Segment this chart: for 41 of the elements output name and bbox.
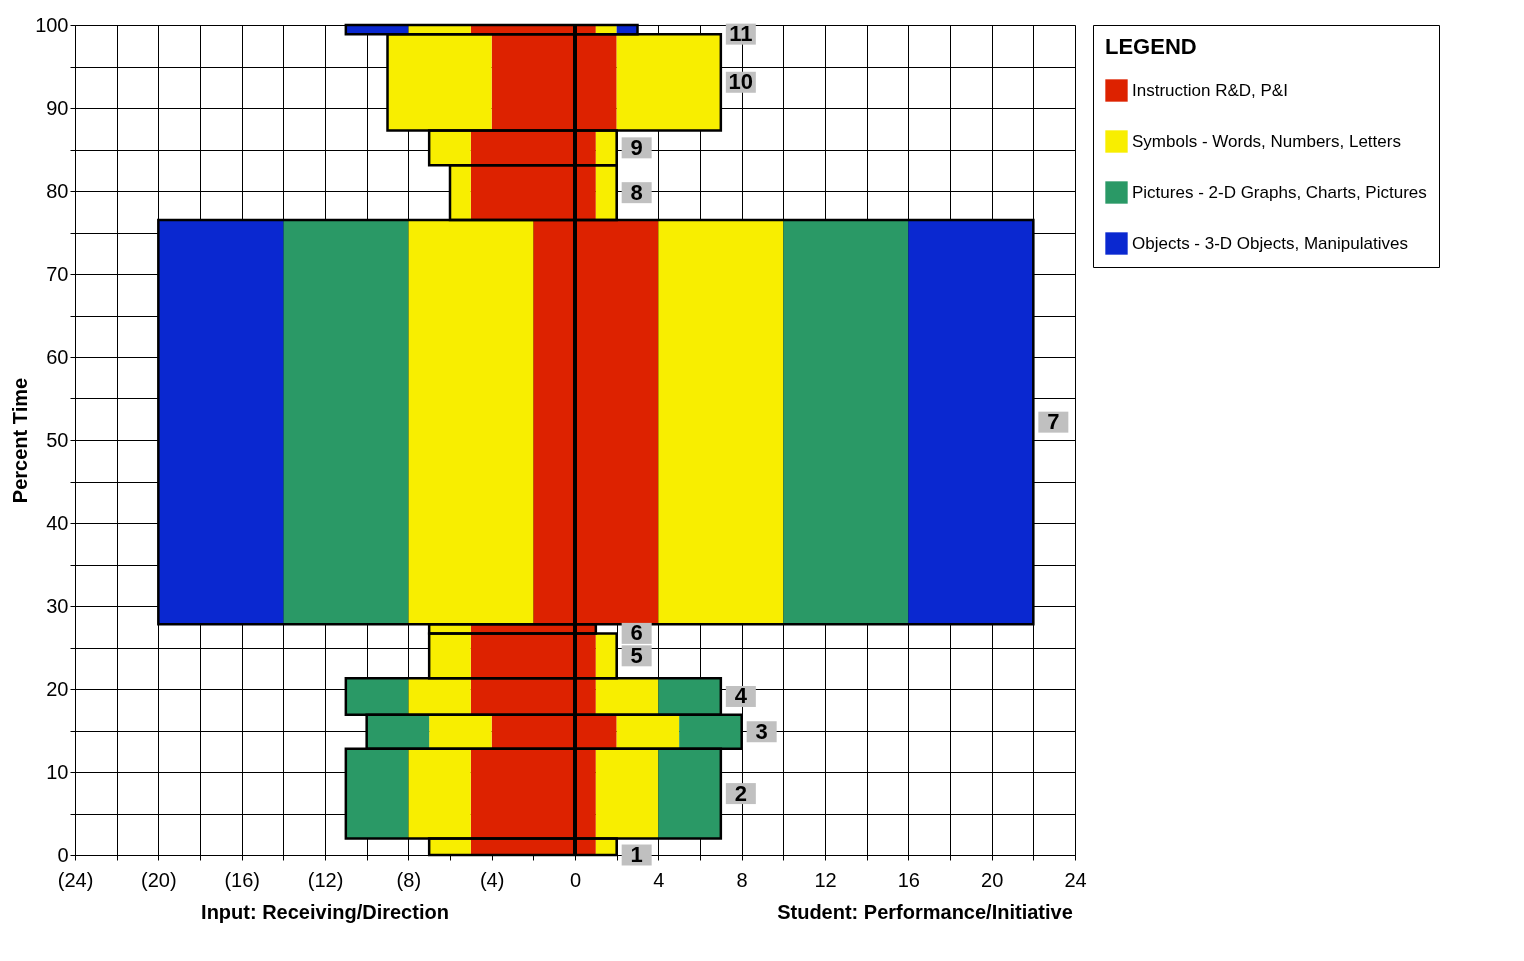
y-tick-label: 10 — [46, 760, 69, 783]
y-tick-label: 100 — [35, 13, 69, 36]
category-label: 3 — [755, 718, 768, 744]
x-tick-label: (12) — [307, 868, 344, 891]
x-tick-label: (8) — [396, 868, 422, 891]
x-tick-label: 24 — [1064, 868, 1087, 891]
x-tick-label: 20 — [981, 868, 1004, 891]
y-tick-label: 50 — [46, 428, 69, 451]
legend-title: LEGEND — [1105, 34, 1197, 59]
y-axis-title: Percent Time — [9, 377, 32, 504]
y-tick-label: 90 — [46, 96, 69, 119]
legend-label: Objects - 3-D Objects, Manipulatives — [1132, 233, 1408, 253]
y-tick-label: 60 — [46, 345, 69, 368]
x-tick-label: 8 — [736, 868, 748, 891]
legend-label: Pictures - 2-D Graphs, Charts, Pictures — [1132, 182, 1427, 202]
y-tick-label: 30 — [46, 594, 69, 617]
text: Student: Performance/Initiative — [777, 901, 1073, 923]
legend-label: Instruction R&D, P&I — [1132, 80, 1288, 100]
x-tick-label: (16) — [224, 868, 260, 891]
category-label: 2 — [734, 780, 747, 806]
category-label: 1 — [630, 842, 643, 867]
text: Input: Receiving/Direction — [201, 901, 449, 923]
y-tick-label: 40 — [46, 511, 69, 534]
category-label: 4 — [734, 683, 747, 709]
x-tick-label: (20) — [141, 868, 177, 891]
legend-label: Symbols - Words, Numbers, Letters — [1132, 131, 1401, 151]
x-tick-label: 4 — [653, 868, 665, 891]
category-label: 11 — [729, 21, 753, 47]
y-tick-label: 0 — [57, 843, 69, 866]
x-tick-label: (4) — [479, 868, 505, 891]
y-tick-label: 20 — [46, 677, 69, 700]
category-label: 9 — [630, 134, 643, 160]
x-tick-label: 0 — [569, 868, 582, 891]
category-label: 7 — [1047, 409, 1060, 435]
y-tick-label: 70 — [46, 262, 69, 285]
y-tick-label: 80 — [46, 179, 69, 202]
category-label: 8 — [630, 179, 643, 205]
x-tick-label: 12 — [814, 868, 837, 891]
x-tick-label: (24) — [57, 868, 94, 891]
x-tick-label: 16 — [897, 868, 920, 891]
category-label: 10 — [728, 69, 754, 95]
